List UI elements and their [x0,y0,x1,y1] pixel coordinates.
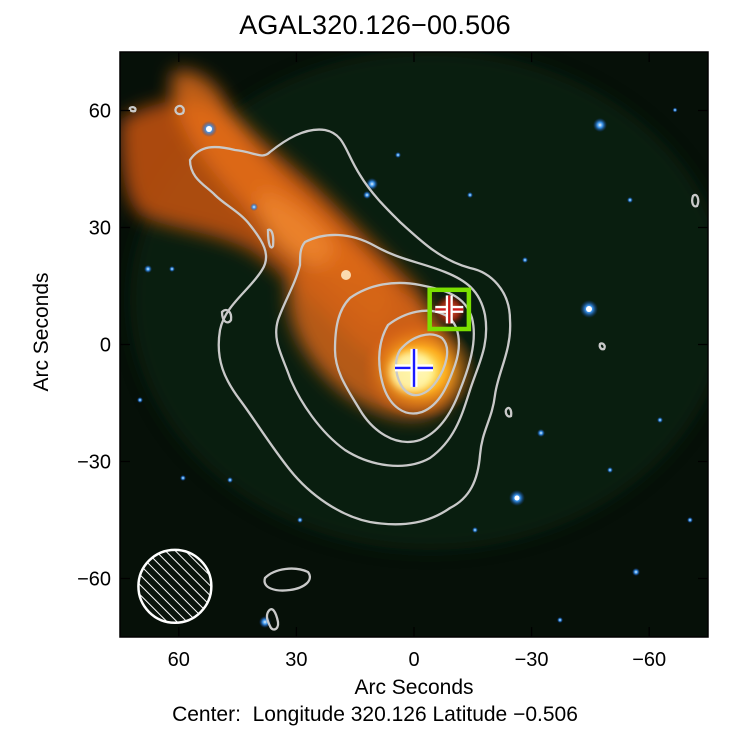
axis-ticks: 60 30 0 −30 −60 60 30 0 −30 −60 [77,52,708,671]
nebula-emission [120,70,454,419]
plot-title: AGAL320.126−00.506 [239,10,511,40]
contour-level-2 [275,233,488,467]
center-prefix: Center: [172,703,241,726]
latitude-label: Latitude [432,703,508,726]
blue-cross-marker [395,348,433,387]
y-tick-label: 0 [100,335,111,357]
y-tick-label: −30 [77,452,111,474]
x-tick-label: −60 [632,649,666,671]
y-tick-label: 60 [89,101,111,123]
contour-fragment [691,193,700,208]
red-cross-marker [435,295,464,324]
latitude-value: −0.506 [513,703,578,726]
y-axis-label: Arc Seconds [30,272,53,392]
y-tick-label: 30 [89,218,111,240]
contour-fragment [598,342,606,351]
longitude-value: 320.126 [350,703,427,726]
green-box-marker [427,287,472,332]
contour-fragment [220,308,233,324]
x-tick-label: −30 [515,649,549,671]
x-tick-label: 60 [168,649,190,671]
x-tick-label: 30 [285,649,307,671]
longitude-label: Longitude [252,703,345,726]
x-tick-label: 0 [408,649,419,671]
x-axis-label: Arc Seconds [354,676,474,699]
y-tick-label: −60 [77,569,111,591]
contour-fragment [504,406,513,418]
center-coordinates: Center: Longitude 320.126 Latitude −0.50… [0,703,750,727]
contour-level-3 [333,281,475,443]
stars [137,107,693,628]
contour-fragment [263,567,311,592]
beam-ellipse [137,548,213,625]
contour-level-1 [188,128,512,526]
contour-level-5 [394,333,449,397]
contour-fragment [174,104,185,116]
sky-image [120,52,708,637]
contour-fragment [265,608,280,631]
contour-fragment [266,228,275,249]
contour-fragment [128,106,137,113]
source-markers [395,287,472,387]
